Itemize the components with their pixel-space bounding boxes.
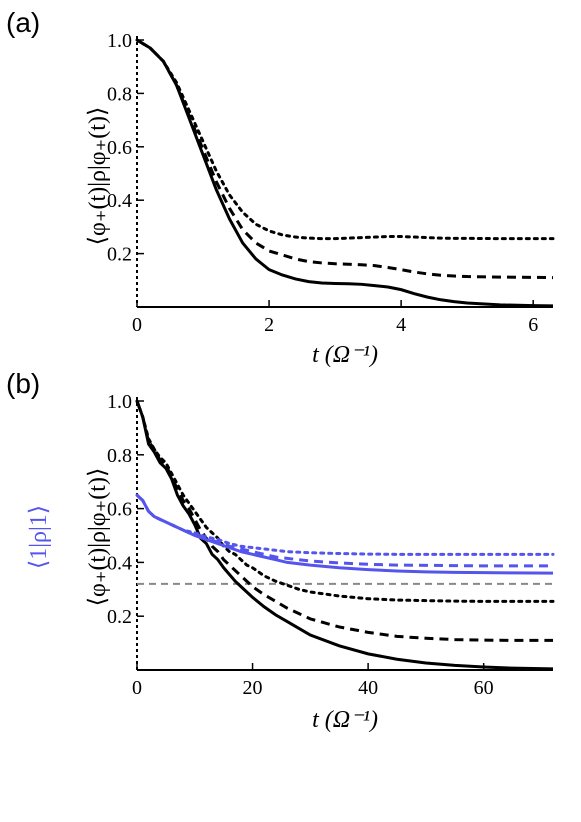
x-tick-label-a: 4 <box>396 314 406 336</box>
y-tick-label-b: 0.8 <box>107 445 132 467</box>
panel-b: (b) ⟨1|ρ|1⟩ ⟨φ₊(t)|ρ|φ₊(t)⟩ t (Ω⁻¹) 0 20 4… <box>6 368 555 733</box>
y-tick-label-a: 0.8 <box>107 83 132 105</box>
y-tick-label-a: 0.6 <box>107 137 132 159</box>
series-line-b-6 <box>135 493 555 556</box>
y-tick-label-b: 0.6 <box>107 499 132 521</box>
series-group-a <box>135 38 555 308</box>
x-tick-label-b: 20 <box>243 677 263 699</box>
x-tick-label-b: 60 <box>474 677 494 699</box>
x-tick-label-b: 0 <box>132 677 142 699</box>
x-tick-label-b: 40 <box>358 677 378 699</box>
x-tick-label-a: 2 <box>264 314 274 336</box>
y-axis-label-b-blue: ⟨1|ρ|1⟩ <box>26 505 52 569</box>
panel-a: (a) ⟨φ₊(t)|ρ|φ₊(t)⟩ t (Ω⁻¹) 0 2 4 6 0.2 0.4 0.… <box>6 7 555 368</box>
series-line-a-1 <box>136 38 554 308</box>
panel-label-a: (a) <box>6 7 40 38</box>
y-axis-label-b: ⟨φ₊(t)|ρ|φ₊(t)⟩ <box>85 468 111 607</box>
x-axis-label-b: t (Ω⁻¹) <box>312 707 378 733</box>
y-tick-label-a: 1.0 <box>107 30 132 52</box>
x-tick-label-a: 6 <box>528 314 538 336</box>
axes-a: 0 2 4 6 0.2 0.4 0.6 0.8 1.0 <box>107 30 553 336</box>
y-tick-label-b: 0.2 <box>107 606 132 628</box>
series-line-a-2 <box>136 38 554 280</box>
series-line-b-3 <box>135 399 555 603</box>
y-tick-label-a: 0.2 <box>107 244 132 266</box>
x-axis-label-a: t (Ω⁻¹) <box>312 342 378 368</box>
y-tick-label-b: 0.4 <box>107 552 132 574</box>
y-axis-label-a: ⟨φ₊(t)|ρ|φ₊(t)⟩ <box>85 107 111 246</box>
y-tick-label-a: 0.4 <box>107 190 132 212</box>
x-tick-label-a: 0 <box>132 314 142 336</box>
series-line-a-3 <box>135 38 555 241</box>
axes-b: 0 20 40 60 0.2 0.4 0.6 0.8 1.0 <box>107 391 553 699</box>
panel-label-b: (b) <box>6 368 40 399</box>
series-line-b-2 <box>135 400 553 642</box>
y-tick-label-b: 1.0 <box>107 391 132 413</box>
series-group-b <box>135 399 555 671</box>
